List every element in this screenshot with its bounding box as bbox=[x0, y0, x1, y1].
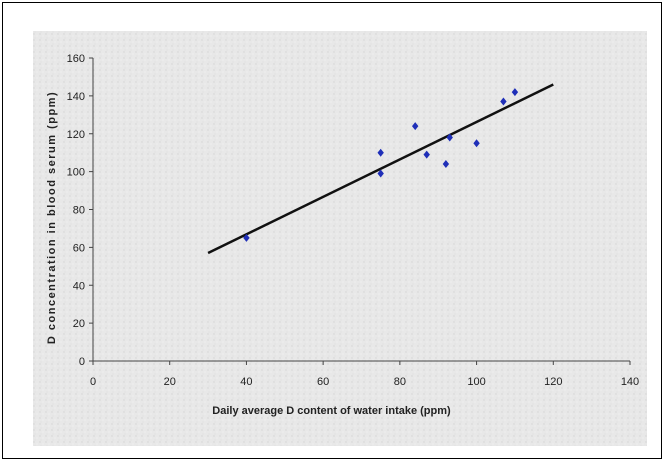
chart-frame: 0 20 40 60 80 100 120 140 0 20 40 60 80 100 120 140 160… bbox=[2, 2, 662, 459]
y-tick-label: 40 bbox=[73, 280, 85, 292]
data-point bbox=[377, 169, 384, 178]
y-tick-label: 60 bbox=[73, 242, 85, 254]
y-tick-label: 20 bbox=[73, 318, 85, 330]
y-tick-label: 160 bbox=[67, 53, 85, 65]
x-tick-label: 140 bbox=[621, 376, 639, 388]
y-tick-label: 140 bbox=[67, 91, 85, 103]
trendline bbox=[207, 83, 554, 255]
data-point bbox=[377, 148, 384, 157]
x-tick-label: 80 bbox=[394, 376, 406, 388]
y-tick-labels: 0 20 40 60 80 100 120 140 160 bbox=[67, 53, 85, 368]
x-tick-labels: 0 20 40 60 80 100 120 140 bbox=[90, 376, 639, 388]
y-tick-label: 120 bbox=[67, 129, 85, 141]
data-point bbox=[412, 122, 419, 131]
y-tick-label: 80 bbox=[73, 205, 85, 217]
data-point bbox=[473, 139, 480, 148]
scatter-chart: 0 20 40 60 80 100 120 140 0 20 40 60 80 100 120 140 160… bbox=[33, 31, 647, 446]
data-points bbox=[243, 88, 519, 242]
y-axis-title: D concentration in blood serum (ppm) bbox=[46, 91, 58, 344]
x-tick-label: 0 bbox=[90, 376, 96, 388]
x-axis-title: Daily average D content of water intake … bbox=[212, 405, 451, 417]
data-point bbox=[423, 150, 430, 159]
x-tick-label: 100 bbox=[467, 376, 485, 388]
x-tick-label: 40 bbox=[240, 376, 252, 388]
axes bbox=[89, 57, 631, 365]
data-point bbox=[500, 97, 507, 106]
trendline-group bbox=[207, 83, 554, 255]
data-point bbox=[442, 160, 450, 169]
x-tick-label: 20 bbox=[164, 376, 176, 388]
y-tick-label: 0 bbox=[79, 356, 85, 368]
x-tick-label: 120 bbox=[544, 376, 562, 388]
chart-background bbox=[33, 31, 647, 446]
data-point bbox=[511, 88, 519, 97]
data-point bbox=[446, 133, 453, 142]
data-point bbox=[243, 233, 250, 242]
x-tick-label: 60 bbox=[317, 376, 329, 388]
y-tick-label: 100 bbox=[67, 167, 85, 179]
